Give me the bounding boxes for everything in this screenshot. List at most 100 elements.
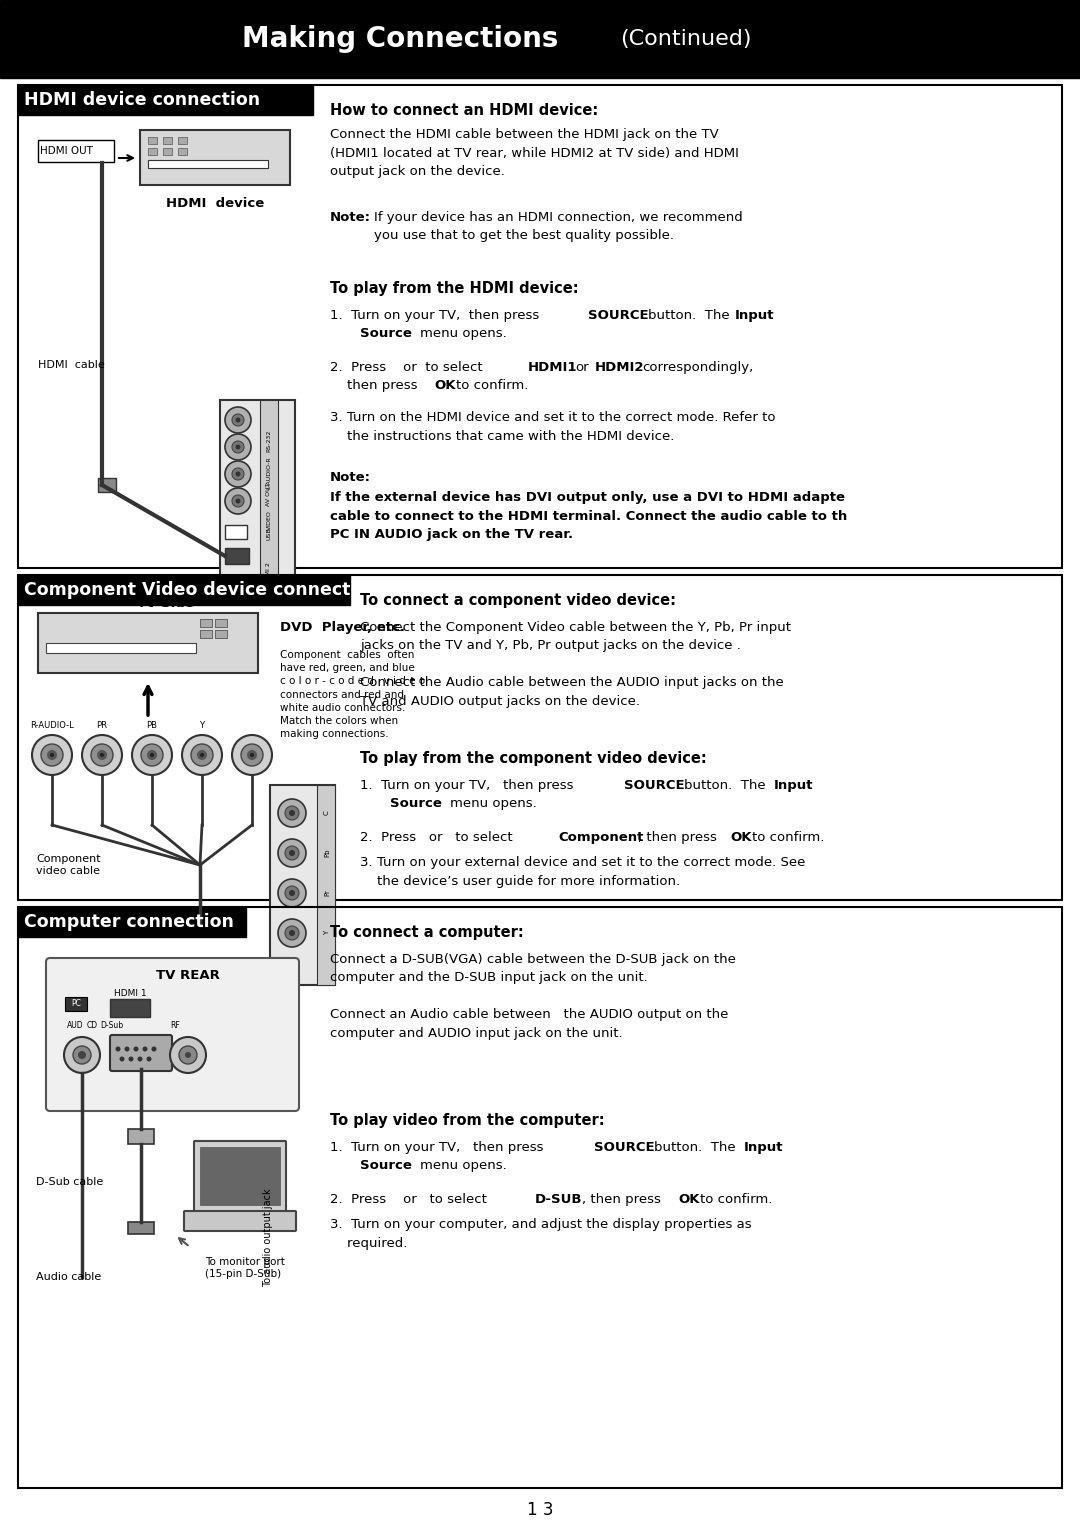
Circle shape: [191, 744, 213, 767]
Bar: [215, 631, 227, 638]
Text: SOURCE: SOURCE: [594, 1141, 654, 1154]
Text: Audio cable: Audio cable: [36, 1272, 102, 1283]
Bar: [270, 785, 335, 985]
Text: To connect a computer:: To connect a computer:: [330, 925, 524, 941]
Bar: [38, 612, 258, 673]
Text: Input: Input: [744, 1141, 783, 1154]
Circle shape: [225, 434, 251, 460]
Text: Y: Y: [200, 721, 204, 730]
Text: HDMI OUT: HDMI OUT: [40, 147, 93, 156]
Bar: [148, 137, 157, 144]
Circle shape: [78, 1051, 86, 1060]
Text: , then press: , then press: [582, 1193, 661, 1206]
Circle shape: [120, 1057, 124, 1061]
Bar: [163, 148, 172, 156]
Bar: [200, 631, 212, 638]
Text: Connect the Component Video cable between the Y, Pb, Pr input
jacks on the TV an: Connect the Component Video cable betwee…: [360, 621, 791, 652]
Text: To monitor port
(15-pin D-Sub): To monitor port (15-pin D-Sub): [205, 1257, 285, 1280]
Text: 1.  Turn on your TV,  then press: 1. Turn on your TV, then press: [330, 308, 539, 322]
Circle shape: [289, 930, 295, 936]
Bar: [129, 1222, 154, 1234]
Text: OK: OK: [434, 379, 456, 392]
Text: Input: Input: [774, 779, 813, 793]
Circle shape: [278, 799, 306, 828]
Text: TV REAR: TV REAR: [157, 970, 220, 982]
Circle shape: [64, 1037, 100, 1073]
Bar: [148, 148, 157, 156]
Circle shape: [91, 744, 113, 767]
Bar: [200, 618, 212, 628]
Text: 1.  Turn on your TV,   then press: 1. Turn on your TV, then press: [330, 1141, 543, 1154]
Text: OK: OK: [730, 831, 752, 844]
Bar: [18, 907, 1062, 1487]
Text: To play video from the computer:: To play video from the computer:: [330, 1113, 605, 1128]
Text: to confirm.: to confirm.: [752, 831, 824, 844]
Circle shape: [170, 1037, 206, 1073]
Text: VIDEO: VIDEO: [267, 510, 271, 530]
Circle shape: [73, 1046, 91, 1064]
Text: PB: PB: [147, 721, 158, 730]
Text: D-SUB: D-SUB: [535, 1193, 582, 1206]
Bar: [200, 631, 212, 638]
Circle shape: [225, 489, 251, 515]
Circle shape: [82, 734, 122, 776]
Text: 2.  Press   or   to select: 2. Press or to select: [360, 831, 513, 844]
Text: If the external device has DVI output only, use a DVI to HDMI adapte
cable to co: If the external device has DVI output on…: [330, 492, 847, 541]
Bar: [178, 137, 187, 144]
Circle shape: [289, 890, 295, 896]
Text: correspondingly,: correspondingly,: [642, 360, 753, 374]
Text: D-Sub cable: D-Sub cable: [36, 1177, 104, 1186]
Circle shape: [235, 417, 241, 423]
Text: CD: CD: [87, 1022, 98, 1031]
Bar: [163, 137, 172, 144]
Bar: [110, 999, 150, 1017]
Text: RF: RF: [170, 1022, 179, 1031]
Circle shape: [50, 753, 54, 757]
Bar: [18, 576, 350, 605]
Circle shape: [147, 1057, 151, 1061]
Circle shape: [289, 809, 295, 815]
Bar: [18, 86, 1062, 568]
Circle shape: [116, 1046, 121, 1052]
Bar: [178, 148, 187, 156]
Circle shape: [124, 1046, 130, 1052]
Text: Pr: Pr: [324, 890, 330, 896]
Circle shape: [285, 886, 299, 899]
Text: Connect the HDMI cable between the HDMI jack on the TV
(HDMI1 located at TV rear: Connect the HDMI cable between the HDMI …: [330, 128, 739, 179]
Circle shape: [232, 495, 244, 507]
Text: Source: Source: [360, 1159, 411, 1173]
Text: , then press: , then press: [638, 831, 717, 844]
Text: (Continued): (Continued): [620, 29, 752, 49]
Circle shape: [247, 750, 257, 760]
Bar: [200, 618, 212, 628]
Text: To play from the component video device:: To play from the component video device:: [360, 751, 706, 767]
Bar: [215, 631, 227, 638]
Circle shape: [185, 1052, 191, 1058]
Circle shape: [137, 1057, 143, 1061]
Text: L-AUDIO-R: L-AUDIO-R: [267, 457, 271, 489]
Text: 1 3: 1 3: [527, 1501, 553, 1519]
Circle shape: [285, 846, 299, 860]
Text: Making Connections: Making Connections: [242, 24, 558, 53]
Text: C: C: [324, 811, 330, 815]
Bar: [318, 785, 335, 985]
Circle shape: [41, 744, 63, 767]
Bar: [215, 618, 227, 628]
Circle shape: [141, 744, 163, 767]
Text: PR: PR: [96, 721, 108, 730]
Circle shape: [183, 734, 222, 776]
Circle shape: [179, 1046, 197, 1064]
Text: Note:: Note:: [330, 211, 372, 224]
Bar: [65, 997, 87, 1011]
FancyBboxPatch shape: [194, 1141, 286, 1212]
Text: OK: OK: [678, 1193, 700, 1206]
Text: If your device has an HDMI connection, we recommend
you use that to get the best: If your device has an HDMI connection, w…: [374, 211, 743, 243]
Text: Component
video cable: Component video cable: [36, 854, 100, 876]
Bar: [225, 525, 247, 539]
Text: RS-232: RS-232: [267, 431, 271, 452]
Circle shape: [241, 744, 264, 767]
Text: To play from the HDMI device:: To play from the HDMI device:: [330, 281, 579, 296]
Text: Connect the Audio cable between the AUDIO input jacks on the
TV and AUDIO output: Connect the Audio cable between the AUDI…: [360, 676, 784, 707]
Bar: [18, 86, 313, 115]
Circle shape: [197, 750, 207, 760]
